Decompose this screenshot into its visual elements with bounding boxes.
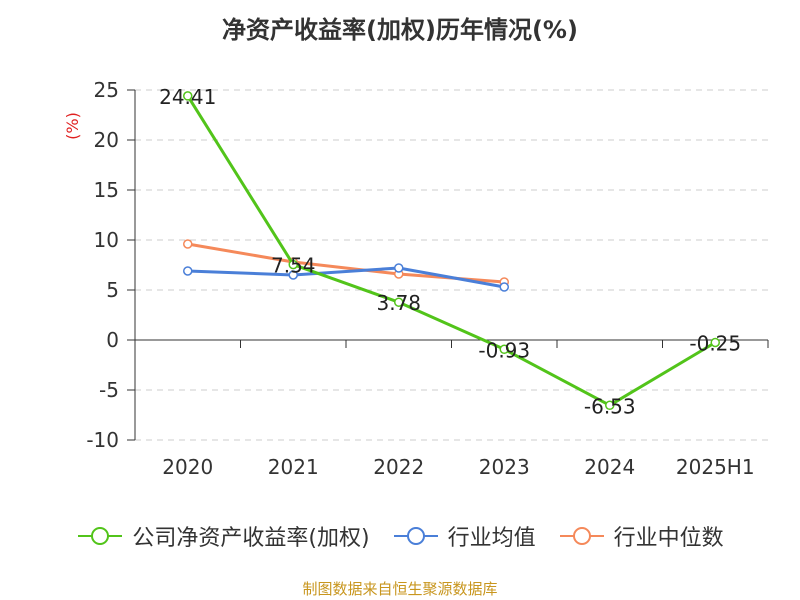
source-note: 制图数据来自恒生聚源数据库 bbox=[302, 580, 498, 598]
legend-label: 公司净资产收益率(加权) bbox=[132, 526, 370, 551]
y-tick-label: 0 bbox=[106, 328, 119, 352]
y-tick-label: 20 bbox=[94, 128, 119, 152]
series-line-0 bbox=[186, 95, 717, 407]
data-point bbox=[183, 91, 193, 101]
legend-line-circle-icon bbox=[559, 527, 604, 545]
legend-line-circle-icon bbox=[393, 527, 438, 545]
data-point bbox=[394, 263, 404, 273]
data-point bbox=[710, 337, 720, 348]
y-tick-label: -10 bbox=[86, 428, 119, 452]
legend-item[interactable]: 行业均值 bbox=[392, 520, 536, 552]
data-label: 3.78 bbox=[376, 291, 421, 315]
data-point bbox=[288, 259, 298, 270]
data-point bbox=[605, 400, 615, 411]
data-label: -6.53 bbox=[584, 394, 636, 418]
data-point bbox=[183, 239, 193, 249]
y-tick-label: -5 bbox=[99, 378, 119, 402]
legend-item[interactable]: 公司净资产收益率(加权) bbox=[76, 520, 370, 552]
data-point bbox=[499, 344, 509, 355]
x-tick-label: 2025H1 bbox=[676, 455, 755, 479]
legend-line-circle-icon bbox=[78, 527, 123, 545]
y-tick-label: 10 bbox=[94, 228, 119, 252]
data-labels: 24.41 7.54 3.78 -0.93 -6.53 -0.25 bbox=[159, 85, 741, 418]
data-label: -0.93 bbox=[478, 338, 530, 362]
data-point bbox=[394, 297, 404, 307]
chart-title: 净资产收益率(加权)历年情况(%) bbox=[222, 16, 578, 44]
x-tick-label: 2022 bbox=[373, 455, 424, 479]
data-label: 7.54 bbox=[271, 254, 316, 278]
y-tick-label: 15 bbox=[94, 178, 119, 202]
y-axis-label: (%) bbox=[63, 112, 82, 140]
y-tick-label: 25 bbox=[94, 78, 119, 102]
legend: 公司净资产收益率(加权) 行业均值 行业中位数 bbox=[0, 518, 800, 554]
series-line-1 bbox=[187, 266, 505, 289]
x-tick-label: 2020 bbox=[162, 455, 213, 479]
legend-item[interactable]: 行业中位数 bbox=[558, 520, 724, 552]
series-lines bbox=[183, 91, 720, 411]
legend-label: 行业中位数 bbox=[613, 526, 724, 551]
legend-label: 行业均值 bbox=[447, 526, 536, 551]
data-label: -0.25 bbox=[689, 332, 741, 356]
grid-lines bbox=[135, 89, 768, 441]
data-label: 24.41 bbox=[159, 85, 216, 109]
axes: 25 20 15 10 5 0 -5 -10 (%) 2020 2021 2022 2023 2024 20… bbox=[63, 78, 769, 479]
y-tick-label: 5 bbox=[106, 278, 119, 302]
data-point bbox=[499, 282, 509, 292]
series-line-2 bbox=[187, 242, 505, 284]
data-point bbox=[183, 266, 193, 276]
x-tick-label: 2023 bbox=[479, 455, 530, 479]
x-tick-label: 2021 bbox=[268, 455, 319, 479]
data-point bbox=[288, 270, 298, 280]
x-tick-label: 2024 bbox=[584, 455, 635, 479]
